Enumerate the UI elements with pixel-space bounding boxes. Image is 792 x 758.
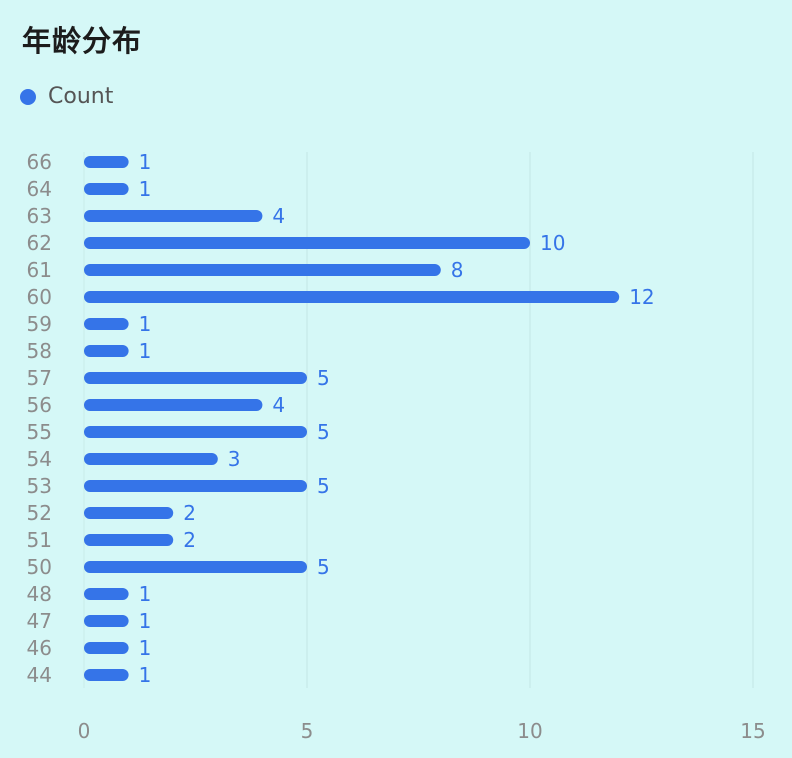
data-label: 2 [183, 501, 196, 525]
data-label: 12 [629, 285, 654, 309]
y-tick-label: 47 [27, 609, 52, 633]
x-tick-label: 15 [740, 719, 765, 743]
data-label: 1 [139, 150, 152, 174]
data-label: 4 [272, 204, 285, 228]
data-label: 1 [139, 177, 152, 201]
bar-63[interactable] [84, 210, 263, 222]
y-tick-label: 61 [27, 258, 52, 282]
legend-marker [20, 88, 36, 105]
y-tick-label: 63 [27, 204, 52, 228]
y-tick-label: 62 [27, 231, 52, 255]
y-tick-label: 57 [27, 366, 52, 390]
y-tick-label: 56 [27, 393, 52, 417]
x-tick-label: 0 [78, 719, 91, 743]
bar-61[interactable] [84, 264, 441, 276]
data-label: 1 [139, 609, 152, 633]
data-label: 5 [317, 366, 330, 390]
chart-title: 年龄分布 [22, 24, 143, 58]
bar-51[interactable] [84, 534, 174, 546]
bar-66[interactable] [84, 156, 129, 168]
bar-56[interactable] [84, 399, 263, 411]
bar-64[interactable] [84, 183, 129, 195]
y-tick-label: 59 [27, 312, 52, 336]
data-label: 2 [183, 528, 196, 552]
y-tick-label: 64 [27, 177, 52, 201]
bar-44[interactable] [84, 669, 129, 681]
y-tick-label: 54 [27, 447, 52, 471]
data-label: 8 [451, 258, 464, 282]
x-tick-label: 5 [301, 719, 314, 743]
bar-48[interactable] [84, 588, 129, 600]
bar-53[interactable] [84, 480, 307, 492]
bar-46[interactable] [84, 642, 129, 654]
data-label: 5 [317, 420, 330, 444]
y-tick-label: 60 [27, 285, 52, 309]
legend-label: Count [48, 84, 114, 109]
data-label: 3 [228, 447, 241, 471]
x-tick-label: 10 [517, 719, 542, 743]
y-tick-label: 66 [27, 150, 52, 174]
data-label: 1 [139, 636, 152, 660]
data-label: 1 [139, 582, 152, 606]
bar-52[interactable] [84, 507, 174, 519]
bar-47[interactable] [84, 615, 129, 627]
data-label: 10 [540, 231, 565, 255]
data-label: 1 [139, 663, 152, 687]
y-tick-label: 53 [27, 474, 52, 498]
bar-50[interactable] [84, 561, 307, 573]
y-tick-label: 55 [27, 420, 52, 444]
y-tick-label: 51 [27, 528, 52, 552]
bar-55[interactable] [84, 426, 307, 438]
y-tick-label: 46 [27, 636, 52, 660]
y-tick-label: 58 [27, 339, 52, 363]
data-label: 1 [139, 339, 152, 363]
data-label: 4 [272, 393, 285, 417]
bar-58[interactable] [84, 345, 129, 357]
bar-60[interactable] [84, 291, 620, 303]
legend[interactable]: Count [20, 84, 113, 109]
y-tick-label: 52 [27, 501, 52, 525]
bar-54[interactable] [84, 453, 218, 465]
bar-59[interactable] [84, 318, 129, 330]
y-tick-label: 48 [27, 582, 52, 606]
data-label: 1 [139, 312, 152, 336]
y-tick-label: 44 [27, 663, 52, 687]
data-label: 5 [317, 555, 330, 579]
y-tick-label: 50 [27, 555, 52, 579]
bar-57[interactable] [84, 372, 307, 384]
data-label: 5 [317, 474, 330, 498]
bar-62[interactable] [84, 237, 530, 249]
